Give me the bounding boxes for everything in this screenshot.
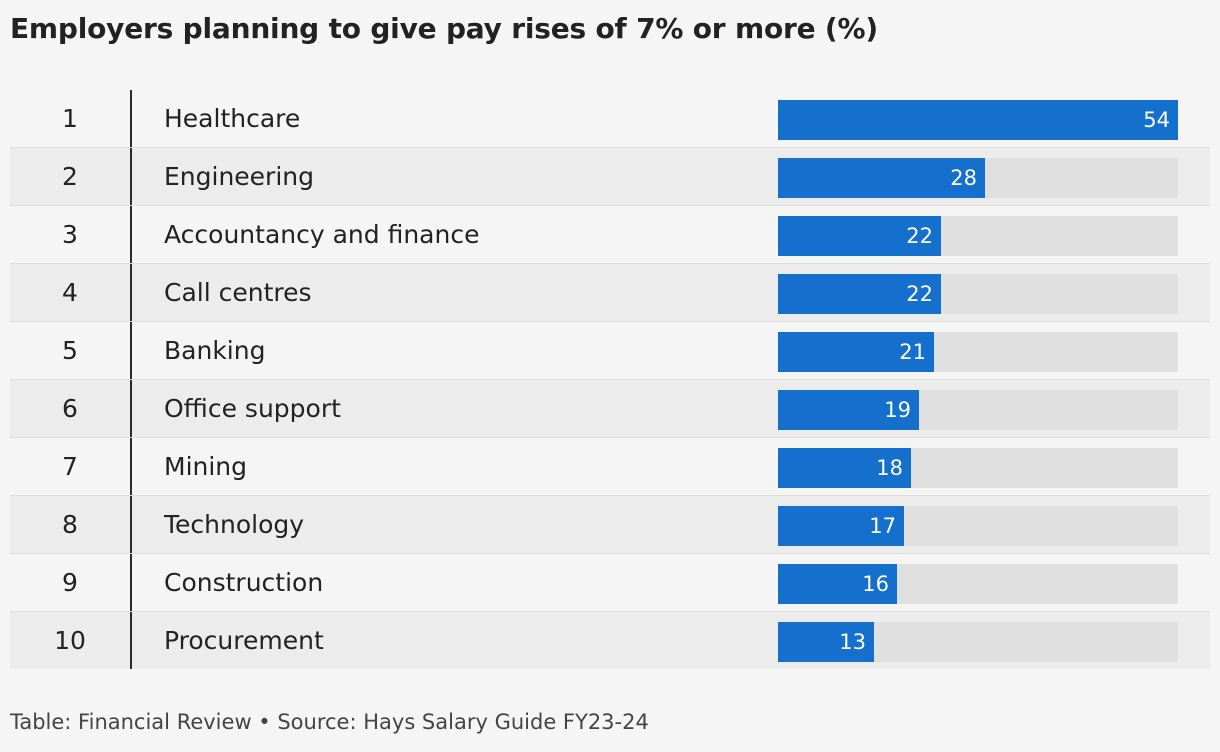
bar-value-label: 22 bbox=[906, 282, 933, 306]
bar bbox=[778, 564, 897, 604]
bar-track: 17 bbox=[778, 506, 1178, 546]
column-divider bbox=[130, 206, 132, 263]
table-row: 8 Technology 17 bbox=[10, 496, 1210, 554]
bar-value-label: 22 bbox=[906, 224, 933, 248]
rank-cell: 5 bbox=[62, 336, 78, 365]
bar-value-label: 54 bbox=[1143, 108, 1170, 132]
sector-label: Call centres bbox=[164, 278, 312, 307]
bar bbox=[778, 216, 941, 256]
bar bbox=[778, 622, 874, 662]
bar-value-label: 13 bbox=[839, 630, 866, 654]
rank-cell: 1 bbox=[62, 104, 78, 133]
bar-track: 21 bbox=[778, 332, 1178, 372]
column-divider bbox=[130, 322, 132, 379]
table-row: 1 Healthcare 54 bbox=[10, 90, 1210, 148]
sector-label: Technology bbox=[164, 510, 305, 539]
chart-title: Employers planning to give pay rises of … bbox=[10, 12, 878, 45]
bar bbox=[778, 506, 904, 546]
bar-track: 16 bbox=[778, 564, 1178, 604]
rank-cell: 3 bbox=[62, 220, 78, 249]
column-divider bbox=[130, 148, 132, 205]
bar-track: 18 bbox=[778, 448, 1178, 488]
table-row: 5 Banking 21 bbox=[10, 322, 1210, 380]
table-row: 6 Office support 19 bbox=[10, 380, 1210, 438]
table-row: 3 Accountancy and finance 22 bbox=[10, 206, 1210, 264]
column-divider bbox=[130, 438, 132, 495]
bar-track: 28 bbox=[778, 158, 1178, 198]
rank-cell: 7 bbox=[62, 452, 78, 481]
bar bbox=[778, 332, 934, 372]
column-divider bbox=[130, 496, 132, 553]
sector-label: Accountancy and finance bbox=[164, 220, 480, 249]
sector-label: Engineering bbox=[164, 162, 314, 191]
bar-value-label: 16 bbox=[862, 572, 889, 596]
bar-track: 22 bbox=[778, 274, 1178, 314]
table-row: 2 Engineering 28 bbox=[10, 148, 1210, 206]
rank-cell: 10 bbox=[54, 626, 86, 655]
rank-cell: 9 bbox=[62, 568, 78, 597]
bar-track: 22 bbox=[778, 216, 1178, 256]
column-divider bbox=[130, 554, 132, 611]
table-row: 9 Construction 16 bbox=[10, 554, 1210, 612]
bar bbox=[778, 448, 911, 488]
bar bbox=[778, 100, 1178, 140]
sector-label: Procurement bbox=[164, 626, 324, 655]
bar-track: 19 bbox=[778, 390, 1178, 430]
sector-label: Healthcare bbox=[164, 104, 301, 133]
bar bbox=[778, 274, 941, 314]
sector-label: Banking bbox=[164, 336, 266, 365]
bar-value-label: 17 bbox=[869, 514, 896, 538]
bar-value-label: 21 bbox=[899, 340, 926, 364]
rank-cell: 4 bbox=[62, 278, 78, 307]
rank-cell: 8 bbox=[62, 510, 78, 539]
table-row: 7 Mining 18 bbox=[10, 438, 1210, 496]
column-divider bbox=[130, 264, 132, 321]
bar-value-label: 28 bbox=[950, 166, 977, 190]
sector-label: Construction bbox=[164, 568, 324, 597]
column-divider bbox=[130, 380, 132, 437]
table-row: 4 Call centres 22 bbox=[10, 264, 1210, 322]
sector-label: Office support bbox=[164, 394, 341, 423]
bar-track: 54 bbox=[778, 100, 1178, 140]
bar bbox=[778, 158, 985, 198]
bar-track: 13 bbox=[778, 622, 1178, 662]
ranking-table: 1 Healthcare 54 2 Engineering 28 3 Accountancy … bbox=[10, 90, 1210, 669]
bar bbox=[778, 390, 919, 430]
rank-cell: 6 bbox=[62, 394, 78, 423]
column-divider bbox=[130, 612, 132, 669]
bar-value-label: 19 bbox=[884, 398, 911, 422]
table-row: 10 Procurement 13 bbox=[10, 612, 1210, 669]
rank-cell: 2 bbox=[62, 162, 78, 191]
column-divider bbox=[130, 90, 132, 147]
sector-label: Mining bbox=[164, 452, 248, 481]
bar-value-label: 18 bbox=[876, 456, 903, 480]
source-footer: Table: Financial Review • Source: Hays S… bbox=[10, 710, 649, 734]
